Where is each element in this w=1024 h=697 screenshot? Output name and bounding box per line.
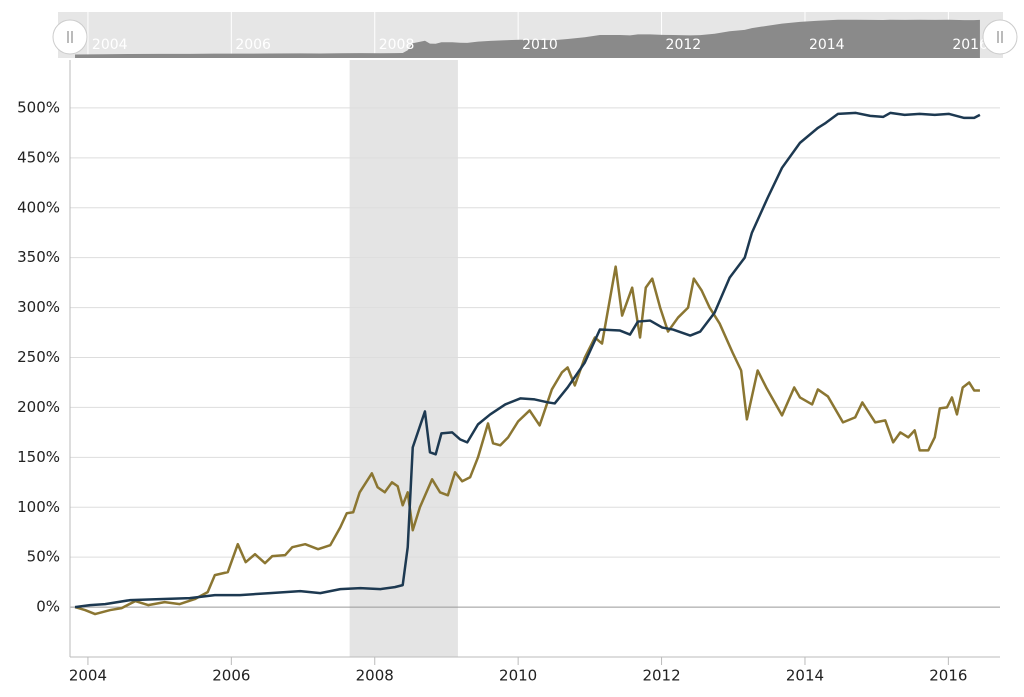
- navigator-label: 2008: [379, 37, 415, 53]
- x-tick-label: 2010: [499, 667, 537, 685]
- navigator-label: 2012: [666, 37, 702, 53]
- navigator-label: 2014: [809, 37, 845, 53]
- shaded-band: [349, 60, 458, 657]
- navigator-label: 2016: [952, 37, 988, 53]
- x-tick-label: 2014: [786, 667, 824, 685]
- x-tick-label: 2016: [929, 667, 967, 685]
- y-tick-label: 200%: [17, 398, 60, 416]
- navigator-label: 2010: [522, 37, 558, 53]
- plot-area: 0% 50% 100% 150% 200% 250% 300% 350% 400% 450% 500…: [17, 60, 1000, 685]
- navigator: 2004 2006 2008 2010 2012 2014 2016: [75, 12, 988, 58]
- navigator-label: 2004: [92, 37, 128, 53]
- navigator-handle[interactable]: [982, 19, 1018, 55]
- x-tick-label: 2008: [356, 667, 394, 685]
- y-tick-label: 300%: [17, 298, 60, 316]
- y-tick-label: 250%: [17, 348, 60, 366]
- y-tick-label: 450%: [17, 148, 60, 166]
- y-tick-label: 350%: [17, 248, 60, 266]
- y-tick-label: 100%: [17, 498, 60, 516]
- y-tick-label: 400%: [17, 198, 60, 216]
- navigator-area: [75, 19, 980, 58]
- y-tick-label: 500%: [17, 98, 60, 116]
- navigator-handle[interactable]: [52, 19, 88, 55]
- y-tick-label: 50%: [27, 548, 60, 566]
- x-tick-label: 2012: [642, 667, 680, 685]
- y-tick-label: 150%: [17, 448, 60, 466]
- series-line: [74, 265, 980, 616]
- y-tick-label: 0%: [36, 598, 60, 616]
- x-tick-label: 2004: [69, 667, 107, 685]
- navigator-label: 2006: [235, 37, 271, 53]
- x-tick-label: 2006: [212, 667, 250, 685]
- series-line: [74, 111, 981, 609]
